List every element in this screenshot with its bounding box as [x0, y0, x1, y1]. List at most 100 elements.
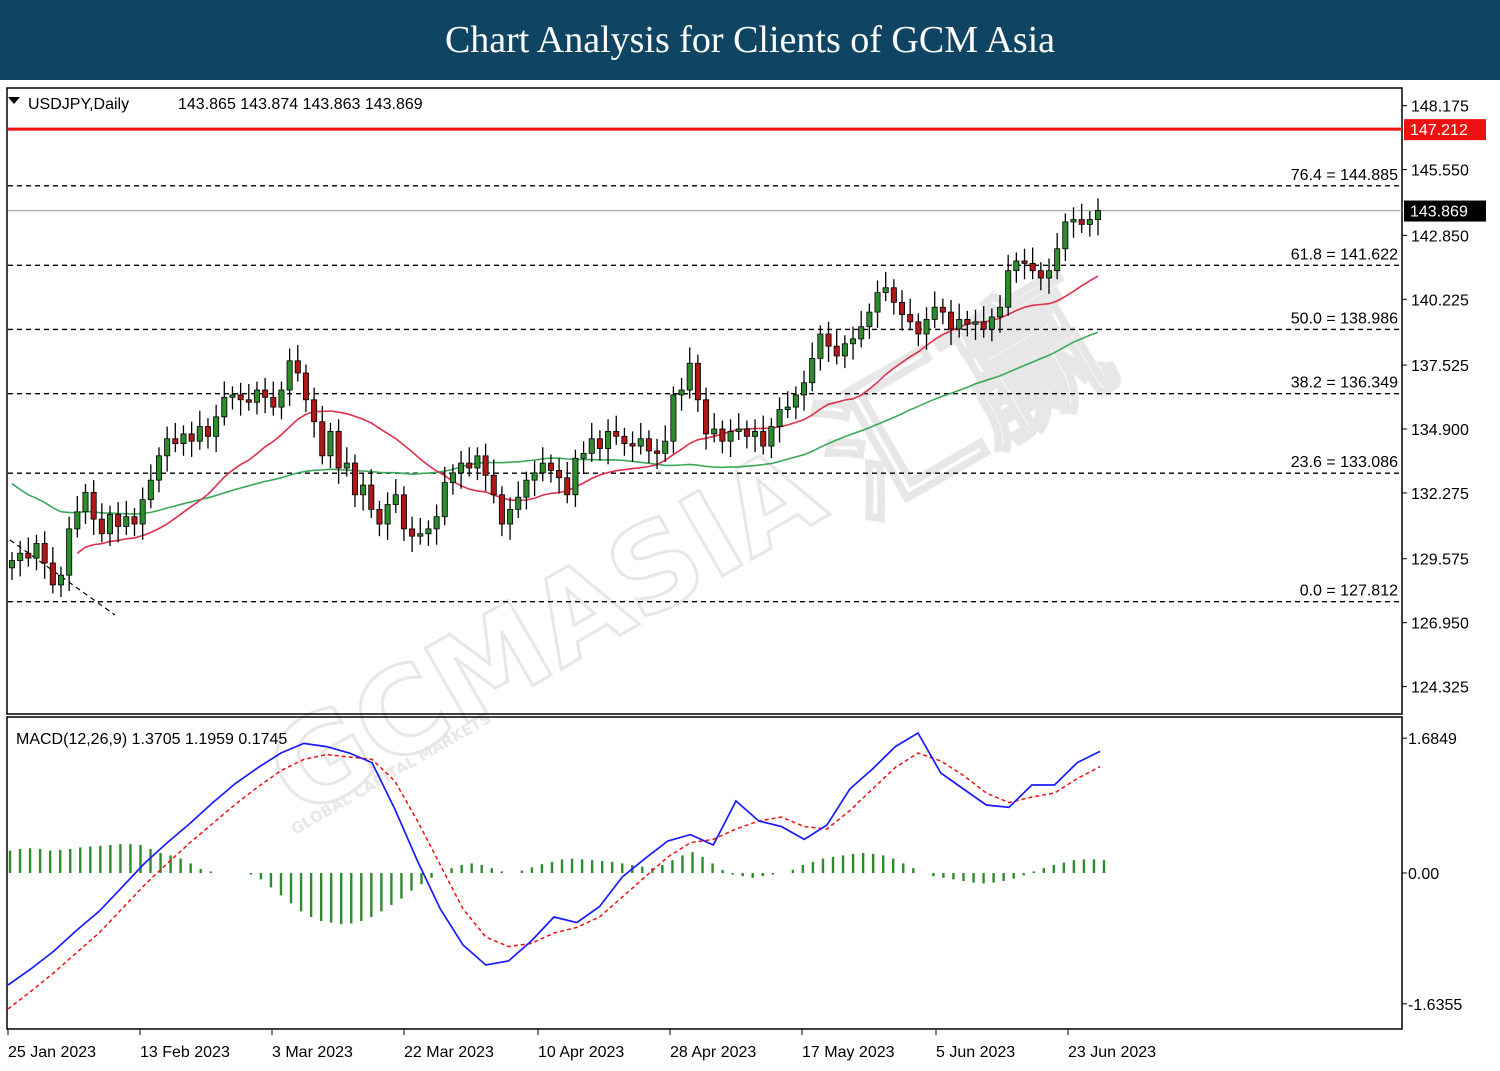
bullish-candle: [882, 287, 889, 294]
bearish-candle: [311, 399, 318, 423]
bearish-candle: [335, 431, 342, 469]
bullish-candle: [1005, 270, 1012, 308]
bullish-candle: [580, 452, 587, 459]
bullish-candle: [74, 511, 81, 530]
bullish-candle: [343, 462, 350, 469]
bullish-candle: [539, 462, 546, 474]
bearish-candle: [964, 319, 971, 325]
bullish-candle: [711, 428, 718, 435]
price-tick-label: 142.850: [1411, 228, 1469, 245]
bullish-candle: [572, 457, 579, 496]
bearish-candle: [498, 494, 505, 525]
price-tick-label: 137.525: [1411, 358, 1469, 375]
ohlc-readout: 143.865 143.874 143.863 143.869: [178, 96, 423, 113]
bullish-candle: [147, 479, 154, 501]
bullish-candle: [106, 513, 113, 535]
bearish-candle: [1021, 260, 1028, 264]
bullish-candle: [931, 306, 938, 320]
bullish-candle: [392, 494, 399, 505]
bearish-candle: [368, 484, 375, 510]
bullish-candle: [866, 311, 873, 328]
bearish-candle: [1037, 270, 1044, 279]
price-tick-label: 126.950: [1411, 616, 1469, 633]
bullish-candle: [776, 409, 783, 427]
bearish-candle: [890, 287, 897, 303]
current-price-tag: [1404, 200, 1486, 222]
price-panel: 76.4 = 144.885 61.8 = 141.622 50.0 = 138.9…: [6, 87, 1486, 715]
bearish-candle: [376, 508, 383, 525]
time-tick-label: 22 Mar 2023: [404, 1044, 494, 1061]
macd-axis: 1.6849 0.00 -1.6355: [1402, 731, 1462, 1014]
bullish-candle: [360, 484, 367, 496]
macd-panel: 1.6849 0.00 -1.6355 MACD(12,26,9) 1.3705 1…: [6, 716, 1462, 1030]
bearish-candle: [115, 513, 122, 527]
bullish-candle: [515, 496, 522, 510]
bullish-candle: [196, 426, 203, 442]
fibonacci-label: 61.8 = 141.622: [1291, 246, 1398, 263]
bullish-candle: [17, 552, 24, 561]
bullish-candle: [66, 528, 73, 576]
bearish-candle: [98, 518, 105, 535]
bullish-candle: [507, 508, 514, 525]
bullish-candle: [637, 438, 644, 447]
bearish-candle: [41, 543, 48, 564]
price-tick-label: 140.225: [1411, 292, 1469, 309]
bullish-candle: [588, 438, 595, 454]
bearish-candle: [245, 399, 252, 403]
time-tick-label: 10 Apr 2023: [538, 1044, 624, 1061]
bullish-candle: [997, 306, 1004, 318]
price-tick-label: 145.550: [1411, 163, 1469, 180]
caret-down-icon: [8, 97, 20, 104]
bullish-candle: [972, 321, 979, 325]
price-tick-label: 129.575: [1411, 552, 1469, 569]
bullish-candle: [809, 357, 816, 384]
bearish-candle: [49, 562, 56, 586]
bearish-candle: [629, 443, 636, 447]
fibonacci-label: 50.0 = 138.986: [1291, 310, 1398, 327]
bearish-candle: [237, 394, 244, 401]
slow-moving-average-line: [11, 331, 1099, 515]
macd-label: MACD(12,26,9) 1.3705 1.1959 0.1745: [16, 731, 287, 748]
bearish-candle: [319, 421, 326, 457]
time-axis: 25 Jan 2023 13 Feb 2023 3 Mar 2023 22 Mar 2…: [7, 1029, 1156, 1061]
bullish-candle: [662, 440, 669, 454]
header-banner: [0, 0, 1500, 80]
price-axis: 148.175 145.550 142.850 140.225 137.525 134.9…: [1402, 99, 1486, 697]
bullish-candle: [425, 528, 432, 535]
bullish-candle: [1054, 248, 1061, 272]
bullish-candle: [874, 292, 881, 313]
price-tick-label: 134.900: [1411, 422, 1469, 439]
bullish-candle: [768, 426, 775, 447]
bearish-candle: [547, 462, 554, 471]
bullish-candle: [956, 319, 963, 330]
time-tick-label: 28 Apr 2023: [670, 1044, 756, 1061]
macd-main-line: [7, 731, 1101, 986]
resistance-tag: [1404, 119, 1486, 141]
fast-moving-average-line: [76, 275, 1099, 554]
bullish-candle: [752, 431, 759, 437]
price-tick-label: 148.175: [1411, 99, 1469, 116]
bullish-candle: [417, 533, 424, 537]
bearish-candle: [351, 462, 358, 496]
bearish-candle: [694, 362, 701, 401]
bullish-candle: [449, 472, 456, 483]
bullish-candle: [735, 428, 742, 432]
candlesticks: [8, 198, 1102, 598]
bullish-candle: [858, 326, 865, 340]
macd-panel-frame: [6, 716, 1403, 1030]
price-panel-frame: [6, 87, 1403, 715]
macd-tick-label: 1.6849: [1408, 731, 1457, 748]
bearish-candle: [1078, 219, 1085, 225]
bullish-candle: [82, 491, 89, 513]
bearish-candle: [262, 389, 269, 398]
bullish-candle: [221, 396, 228, 418]
bullish-candle: [531, 472, 538, 481]
bearish-candle: [948, 311, 955, 330]
bullish-candle: [384, 504, 391, 525]
time-tick-label: 17 May 2023: [802, 1044, 895, 1061]
bearish-candle: [302, 372, 309, 401]
bullish-candle: [1062, 221, 1069, 250]
resistance-tag-label: 147.212: [1410, 122, 1468, 139]
bearish-candle: [654, 450, 661, 454]
bearish-candle: [760, 431, 767, 447]
